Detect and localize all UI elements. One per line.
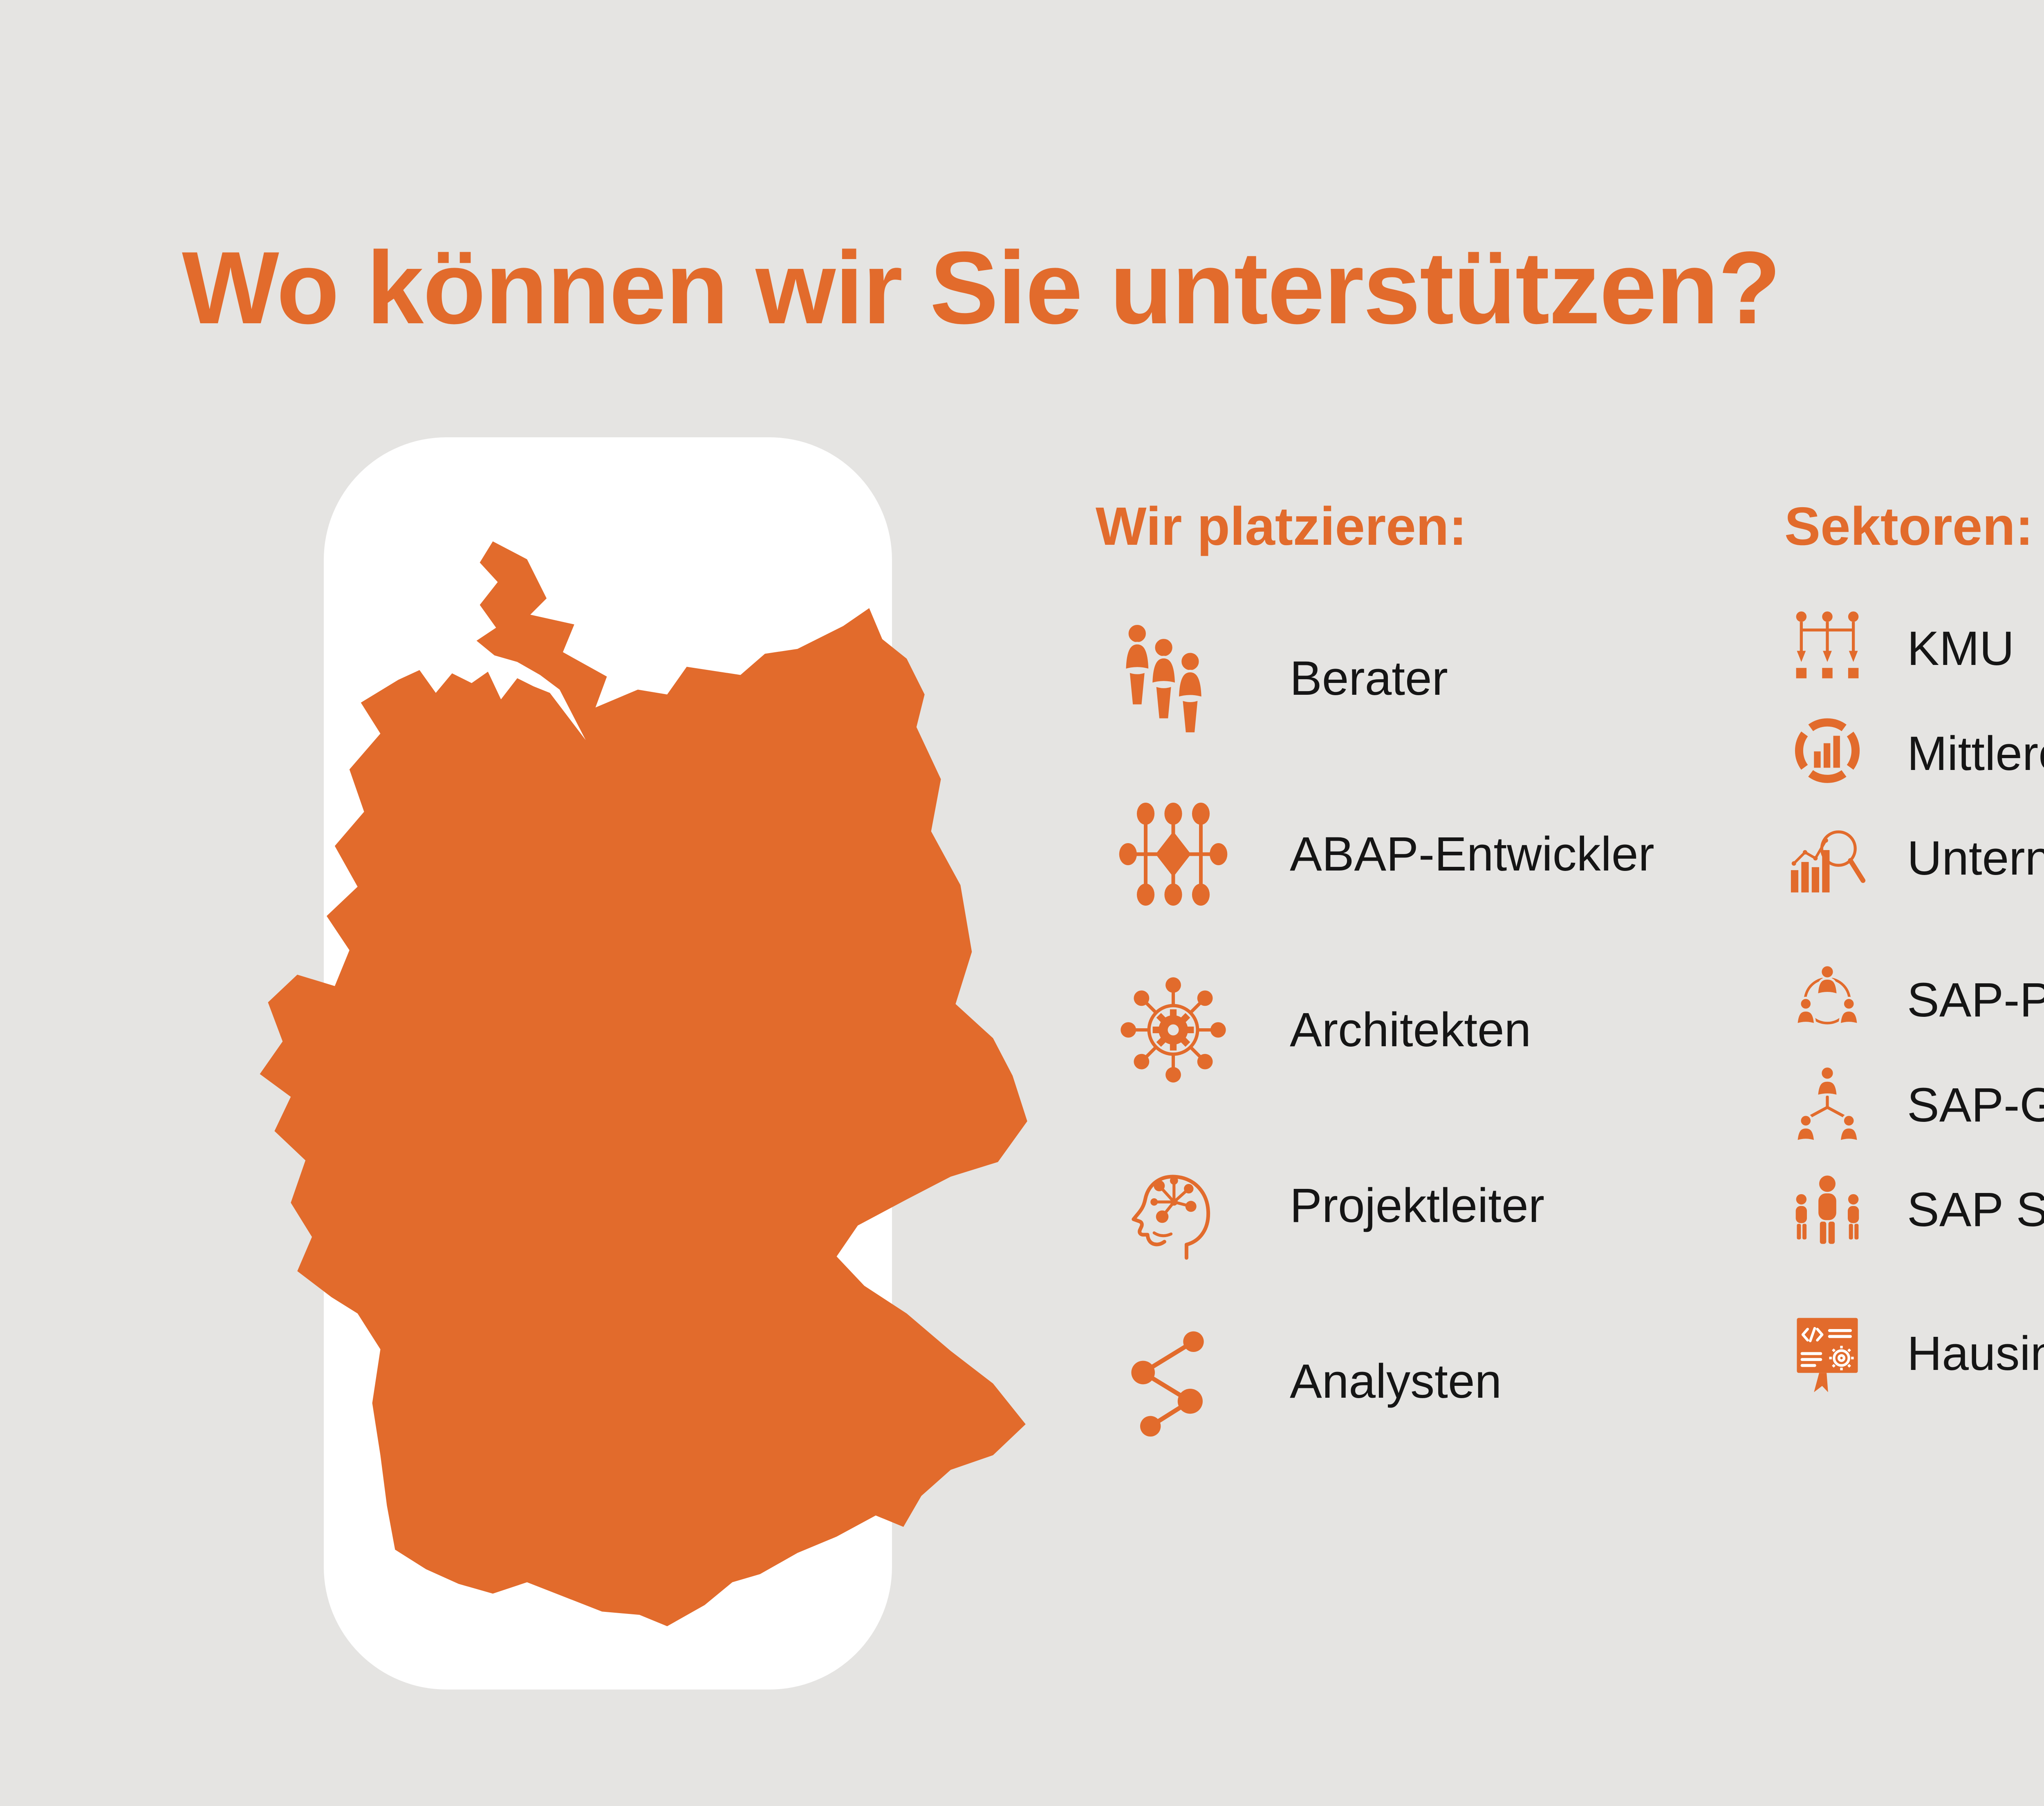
list-item-analysten: Analysten <box>1118 1326 1502 1437</box>
list-item-mittlerer-markt: Mittlerer Markt <box>1786 713 2044 794</box>
item-label: SAP-Gold-Partner <box>1907 1078 2044 1132</box>
item-label: SAP Silber-Partner <box>1907 1183 2044 1237</box>
donut-bars-icon <box>1786 713 1868 794</box>
list-item-sap-gold: SAP-Gold-Partner <box>1786 1064 2044 1146</box>
network-nodes-icon <box>1118 799 1228 909</box>
list-item-unternehmen: Unternehmen <box>1786 817 2044 899</box>
list-item-hausintern: Hausintern <box>1786 1313 2044 1394</box>
list-item-berater: Berater <box>1118 623 1448 734</box>
item-label: ABAP-Entwickler <box>1290 827 1654 881</box>
item-label: SAP-Platin-Partner <box>1907 973 2044 1027</box>
item-label: Analysten <box>1290 1354 1502 1408</box>
item-label: Mittlerer Markt <box>1907 727 2044 781</box>
list-item-sap-platin: SAP-Platin-Partner <box>1786 959 2044 1041</box>
left-column-header: Wir platzieren: <box>1096 496 1467 556</box>
page-title: Wo können wir Sie unterstützen? <box>182 231 1781 345</box>
germany-map-icon <box>260 541 1027 1627</box>
gear-network-icon <box>1118 975 1228 1085</box>
org-distribution-icon <box>1786 608 1868 689</box>
list-item-projektleiter: Projektleiter <box>1118 1150 1544 1261</box>
people-circle-icon <box>1786 959 1868 1041</box>
right-column-header: Sektoren: <box>1784 496 2033 556</box>
chart-magnifier-icon <box>1786 817 1868 899</box>
head-network-icon <box>1118 1150 1228 1261</box>
people-hierarchy-icon <box>1786 1064 1868 1146</box>
item-label: KMU <box>1907 622 2015 676</box>
list-item-kmu: KMU <box>1786 608 2014 689</box>
list-item-abap: ABAP-Entwickler <box>1118 799 1654 909</box>
item-label: Architekten <box>1290 1003 1531 1057</box>
presentation-code-icon <box>1786 1313 1868 1394</box>
item-label: Unternehmen <box>1907 831 2044 885</box>
node-chain-icon <box>1118 1326 1228 1437</box>
list-item-sap-silber: SAP Silber-Partner <box>1786 1169 2044 1251</box>
list-item-architekten: Architekten <box>1118 975 1531 1085</box>
item-label: Hausintern <box>1907 1327 2044 1381</box>
people-group-icon <box>1118 623 1228 734</box>
item-label: Projektleiter <box>1290 1179 1545 1233</box>
item-label: Berater <box>1290 651 1448 705</box>
people-row-icon <box>1786 1169 1868 1251</box>
